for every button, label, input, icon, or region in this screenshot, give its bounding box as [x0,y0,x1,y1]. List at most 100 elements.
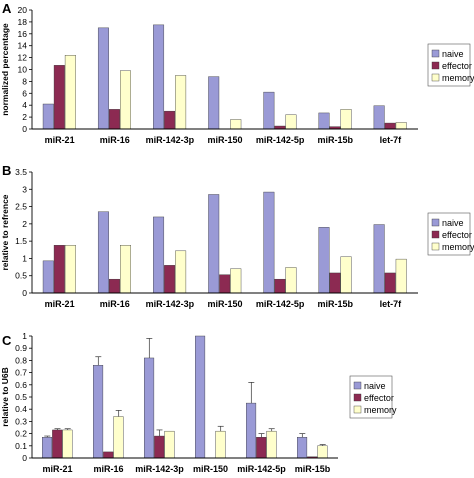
bar-memory-miR-16 [113,416,124,459]
bar-naive-let-7f [373,105,385,130]
bar-naive-miR-21 [42,103,54,130]
category-label: miR-142-5p [256,135,305,145]
bar-effector-miR-150 [219,274,231,294]
bar-memory-miR-16 [120,70,131,130]
bar-naive-miR-15b [297,437,308,459]
bar-naive-miR-15b [318,112,330,130]
y-tick-label: 3 [22,184,27,194]
category-label: miR-150 [193,464,228,474]
category-label: miR-15b [295,464,331,474]
y-tick-label: 18 [18,17,28,27]
category-label: miR-16 [100,135,130,145]
bar-memory-miR-150 [230,268,242,294]
bar-memory-miR-142-5p [285,114,297,130]
y-tick-label: 14 [18,41,28,51]
y-tick-label: 0 [22,124,27,134]
bar-memory-miR-142-5p [266,430,277,459]
bar-memory-let-7f [395,258,407,294]
legend-swatch-naive [431,49,440,58]
bar-naive-miR-21 [42,437,53,459]
y-tick-label: 1 [22,253,27,263]
legend-swatch-effector [431,230,440,239]
legend-label-naive: naive [442,218,464,228]
panel-letter: C [2,333,12,348]
category-label: miR-21 [45,135,75,145]
bar-memory-miR-21 [62,429,73,459]
y-tick-label: 6 [22,88,27,98]
legend-swatch-memory [353,405,362,414]
y-tick-label: 4 [22,100,27,110]
bar-naive-miR-150 [208,76,220,130]
legend-label-naive: naive [442,49,464,59]
y-tick-label: 2 [22,219,27,229]
bar-effector-miR-16 [108,109,120,130]
y-tick-label: 8 [22,76,27,86]
bar-effector-miR-142-3p [164,265,176,294]
category-label: miR-16 [100,299,130,309]
y-tick-label: 2.5 [15,202,27,212]
bar-naive-miR-150 [194,335,206,459]
bar-naive-miR-142-3p [153,216,165,294]
y-tick-label: 0.4 [15,404,27,414]
y-tick-label: 0.5 [15,392,27,402]
y-tick-label: 0.8 [15,355,27,365]
y-tick-label: 0.3 [15,416,27,426]
bar-naive-let-7f [373,224,385,294]
y-tick-label: 10 [18,65,28,75]
legend-label-effector: effector [442,61,472,71]
bar-naive-miR-21 [42,260,54,294]
legend: naive effector memory [427,43,474,87]
legend-swatch-effector [431,61,440,70]
y-axis-label: normalized percentage [0,23,10,116]
legend-label-memory: memory [364,405,397,415]
legend-swatch-memory [431,242,440,251]
bar-naive-miR-142-5p [263,191,275,294]
legend-label-memory: memory [442,73,474,83]
bar-effector-miR-16 [108,278,120,294]
bar-effector-let-7f [384,272,396,294]
legend-swatch-naive [431,218,440,227]
category-label: miR-15b [318,135,354,145]
bar-effector-miR-21 [53,65,65,130]
y-tick-label: 1.5 [15,236,27,246]
legend-label-naive: naive [364,381,386,391]
y-tick-label: 0.5 [15,271,27,281]
y-tick-label: 2 [22,112,27,122]
bar-memory-miR-21 [64,245,76,294]
legend-swatch-memory [431,73,440,82]
y-tick-label: 20 [18,5,28,15]
category-label: miR-15b [318,299,354,309]
legend: naive effector memory [349,375,397,419]
category-label: miR-142-3p [135,464,184,474]
legend-swatch-naive [353,381,362,390]
bar-effector-miR-21 [53,245,65,294]
bar-memory-miR-15b [317,445,328,459]
category-label: let-7f [380,299,403,309]
bar-effector-miR-142-5p [256,437,267,459]
bar-naive-miR-142-5p [263,91,275,130]
y-tick-label: 0 [22,453,27,463]
bar-memory-miR-142-3p [164,430,175,459]
category-label: miR-21 [42,464,72,474]
legend: naive effector memory [427,212,474,256]
category-label: miR-142-3p [146,135,195,145]
bar-naive-miR-142-5p [245,402,257,459]
bar-naive-miR-16 [97,211,109,294]
bar-naive-miR-16 [92,365,104,459]
panel-letter: B [2,163,11,178]
y-tick-label: 0.9 [15,343,27,353]
category-label: miR-150 [207,135,242,145]
y-axis-label: relative to U6B [0,367,10,427]
bar-effector-let-7f [384,122,396,130]
bar-naive-miR-150 [208,194,220,294]
bar-naive-miR-16 [97,27,109,130]
bar-memory-miR-142-3p [175,75,187,130]
legend-label-memory: memory [442,242,474,252]
bar-effector-miR-142-3p [154,435,165,459]
y-tick-label: 12 [18,53,28,63]
bar-effector-miR-16 [103,451,114,459]
